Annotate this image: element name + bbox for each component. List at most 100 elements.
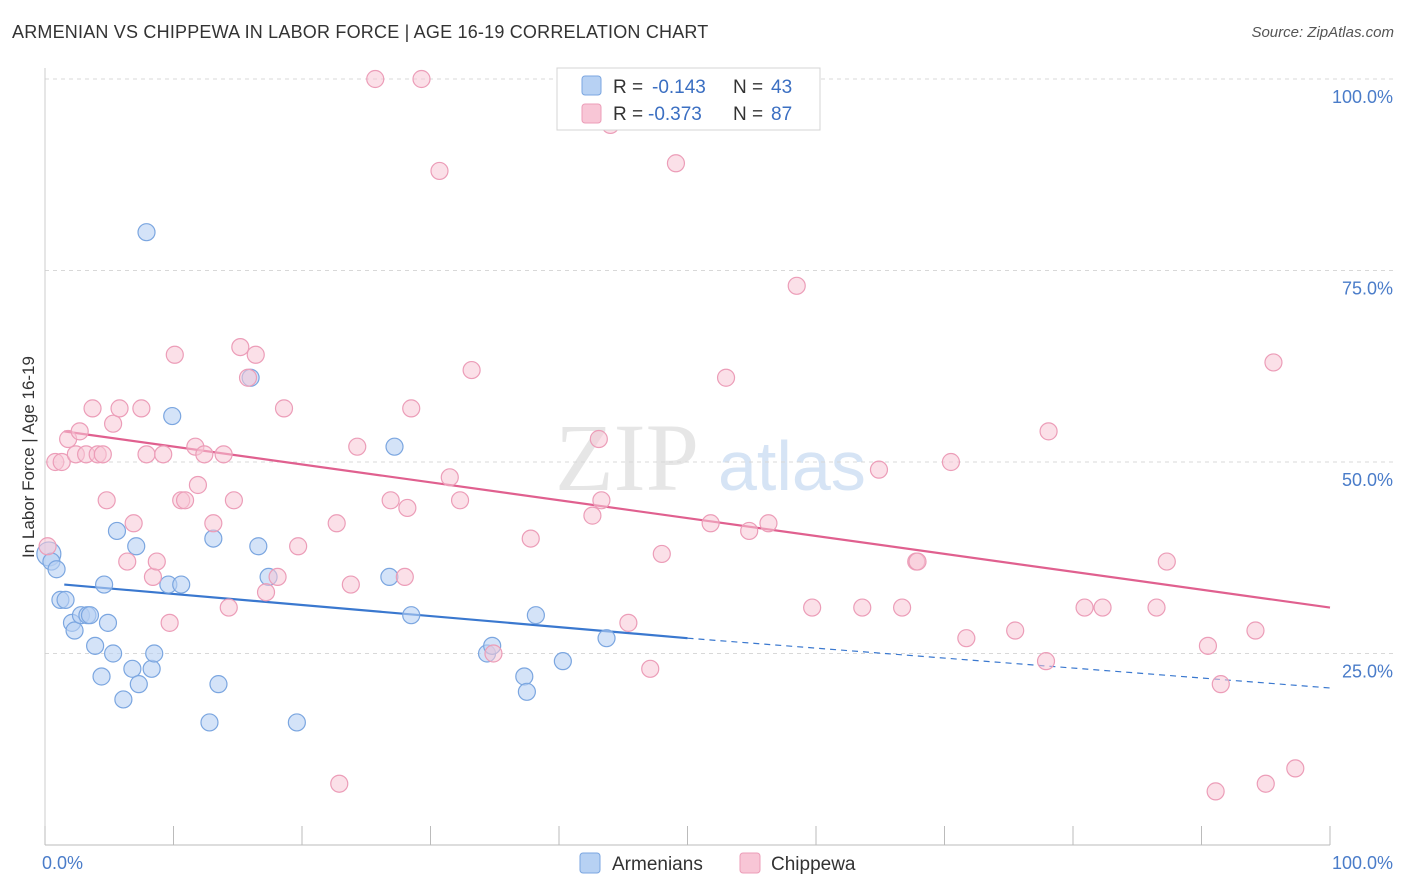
chippewa-point-41 bbox=[348, 437, 367, 456]
chippewa-point-19 bbox=[154, 445, 173, 464]
armenians-point-17 bbox=[123, 659, 142, 678]
chippewa-point-13 bbox=[118, 552, 137, 571]
armenians-point-10 bbox=[86, 636, 105, 655]
legend-swatch-armenians bbox=[581, 75, 602, 96]
chippewa-point-54 bbox=[583, 506, 602, 525]
watermark-atlas: atlas bbox=[718, 427, 866, 505]
chippewa-point-51 bbox=[462, 360, 481, 380]
armenians-point-15 bbox=[107, 521, 127, 541]
chippewa-point-53 bbox=[521, 529, 540, 548]
y-axis-label: In Labor Force | Age 16-19 bbox=[19, 356, 38, 558]
chippewa-point-9 bbox=[93, 445, 112, 464]
armenians-point-20 bbox=[137, 223, 156, 242]
series-legend: Armenians Chippewa bbox=[579, 852, 856, 875]
armenians-point-35 bbox=[402, 606, 421, 625]
armenians-point-28 bbox=[209, 675, 228, 694]
chippewa-point-30 bbox=[224, 491, 243, 510]
chippewa-point-16 bbox=[137, 445, 156, 464]
legend-chippewa-r-label: R = bbox=[613, 104, 643, 125]
bottom-legend-armenians: Armenians bbox=[612, 854, 703, 875]
chippewa-point-88 bbox=[1286, 759, 1305, 778]
chippewa-point-77 bbox=[1039, 422, 1058, 441]
chippewa-point-7 bbox=[83, 399, 102, 418]
armenians-point-6 bbox=[65, 621, 84, 640]
chippewa-point-23 bbox=[175, 491, 195, 510]
armenians-point-41 bbox=[553, 652, 572, 671]
y-tick-label-2: 75.0% bbox=[1342, 279, 1393, 299]
chippewa-point-11 bbox=[104, 414, 123, 433]
chippewa-point-84 bbox=[1211, 675, 1230, 694]
armenians-point-39 bbox=[517, 682, 536, 701]
armenians-point-22 bbox=[145, 644, 164, 663]
bottom-legend-chippewa: Chippewa bbox=[771, 854, 856, 875]
chippewa-point-26 bbox=[195, 445, 214, 464]
legend-armenians-r-label: R = bbox=[613, 77, 643, 98]
chippewa-point-44 bbox=[395, 567, 414, 587]
armenians-trend-line bbox=[64, 583, 688, 640]
tick-labels: 25.0% 50.0% 75.0% 100.0% 0.0% 100.0% bbox=[42, 87, 1393, 873]
chippewa-point-68 bbox=[853, 598, 872, 617]
legend-chippewa-n-label: N = bbox=[733, 104, 763, 125]
armenians-point-34 bbox=[385, 437, 404, 456]
armenians-point-2 bbox=[47, 560, 66, 579]
chippewa-point-17 bbox=[143, 567, 163, 587]
chippewa-point-21 bbox=[165, 345, 184, 364]
chippewa-point-40 bbox=[341, 575, 360, 594]
watermark: ZIP atlas bbox=[555, 404, 866, 511]
y-tick-label-0: 25.0% bbox=[1342, 662, 1393, 682]
chippewa-point-76 bbox=[1036, 652, 1056, 671]
armenians-point-33 bbox=[380, 567, 399, 587]
legend-armenians-r-value: -0.143 bbox=[652, 77, 706, 98]
chippewa-point-5 bbox=[70, 422, 89, 441]
chippewa-point-72 bbox=[908, 552, 927, 571]
chippewa-point-62 bbox=[701, 514, 720, 533]
armenians-trend-extension bbox=[687, 637, 1331, 689]
chippewa-point-83 bbox=[1206, 782, 1225, 801]
armenians-point-25 bbox=[172, 575, 191, 594]
armenians-point-16 bbox=[114, 690, 133, 709]
chippewa-point-85 bbox=[1246, 621, 1265, 640]
armenians-point-21 bbox=[142, 659, 161, 678]
chippewa-point-12 bbox=[110, 399, 129, 418]
chippewa-point-32 bbox=[238, 368, 258, 387]
chippewa-point-43 bbox=[381, 491, 400, 510]
chippewa-point-74 bbox=[957, 629, 976, 648]
legend-chippewa-r-value: -0.373 bbox=[648, 104, 702, 125]
x-tick-label-0: 0.0% bbox=[42, 853, 83, 873]
armenians-point-32 bbox=[287, 713, 306, 732]
chippewa-point-31 bbox=[231, 338, 250, 357]
armenians-point-26 bbox=[200, 713, 219, 732]
armenians-point-38 bbox=[515, 667, 534, 686]
chippewa-point-64 bbox=[740, 521, 759, 541]
chippewa-point-55 bbox=[589, 429, 608, 449]
chippewa-point-81 bbox=[1157, 552, 1176, 571]
armenians-point-40 bbox=[526, 606, 545, 625]
armenians-point-14 bbox=[104, 644, 123, 663]
chippewa-point-28 bbox=[214, 445, 233, 464]
correlation-legend: R = -0.143 N = 43 R = -0.373 N = 87 bbox=[556, 67, 821, 131]
armenians-point-18 bbox=[127, 537, 146, 556]
chippewa-point-46 bbox=[402, 399, 421, 418]
chippewa-point-25 bbox=[188, 475, 208, 495]
bottom-swatch-chippewa bbox=[739, 852, 761, 874]
chippewa-point-34 bbox=[256, 583, 276, 602]
chippewa-point-42 bbox=[366, 69, 385, 89]
chippewa-point-69 bbox=[869, 460, 889, 479]
y-tick-label-1: 50.0% bbox=[1342, 470, 1393, 490]
chippewa-point-47 bbox=[412, 69, 431, 89]
armenians-point-4 bbox=[56, 590, 75, 609]
chippewa-point-86 bbox=[1256, 774, 1275, 793]
chippewa-point-82 bbox=[1198, 636, 1218, 655]
armenians-point-42 bbox=[597, 629, 616, 648]
chippewa-point-70 bbox=[892, 598, 912, 617]
chippewa-point-45 bbox=[398, 498, 417, 518]
grid-lines bbox=[45, 78, 1395, 654]
chippewa-trend-line bbox=[64, 430, 1331, 609]
armenians-point-30 bbox=[249, 537, 268, 556]
armenians-point-9 bbox=[80, 606, 100, 625]
armenians-point-19 bbox=[129, 675, 148, 694]
chippewa-point-56 bbox=[592, 491, 611, 510]
chippewa-point-59 bbox=[641, 659, 660, 678]
chippewa-point-66 bbox=[787, 276, 806, 295]
